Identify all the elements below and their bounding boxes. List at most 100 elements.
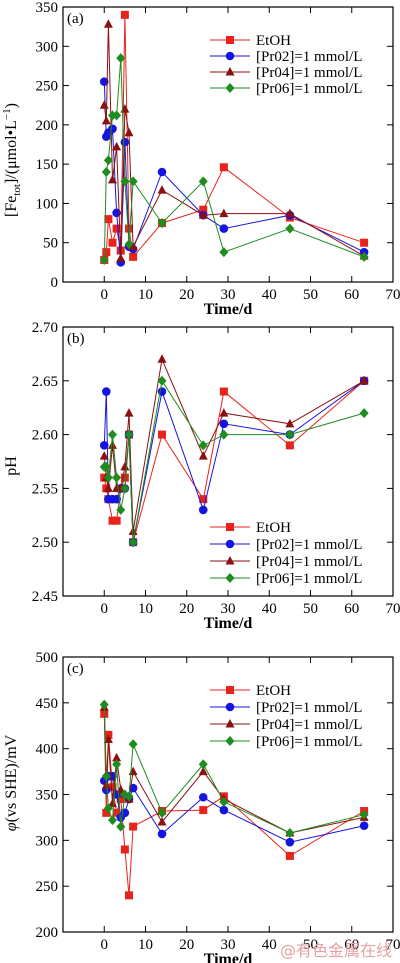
data-point xyxy=(120,137,130,147)
data-point xyxy=(128,176,138,187)
data-point xyxy=(99,100,109,109)
x-tick-label: 50 xyxy=(303,601,318,617)
data-point xyxy=(198,505,208,515)
data-point xyxy=(108,783,117,792)
x-tick-label: 50 xyxy=(303,937,318,953)
legend-marker xyxy=(225,573,235,583)
y-tick-label: 250 xyxy=(36,879,59,895)
series-line xyxy=(103,775,365,843)
data-point xyxy=(102,808,111,817)
data-point xyxy=(116,253,126,262)
x-axis-label: Time/d xyxy=(204,615,253,632)
x-axis-label: Time/d xyxy=(204,301,253,318)
data-point xyxy=(198,792,208,802)
legend-item: [Pr04]=1 mmol/L xyxy=(210,554,362,570)
data-point xyxy=(157,817,167,826)
data-point xyxy=(359,408,369,419)
data-point xyxy=(104,215,113,224)
x-tick-label: 70 xyxy=(386,937,400,953)
y-tick-label: 2.45 xyxy=(32,589,58,605)
data-point xyxy=(157,807,167,818)
data-point xyxy=(101,115,111,125)
data-point xyxy=(116,504,126,515)
data-point xyxy=(285,429,295,440)
data-point xyxy=(129,822,138,831)
legend-item: [Pr02]=1 mmol/L xyxy=(210,537,362,553)
data-point xyxy=(120,176,130,187)
data-point xyxy=(198,451,208,460)
data-point xyxy=(108,798,117,808)
data-point xyxy=(120,10,129,19)
y-tick-label: 500 xyxy=(36,650,59,666)
y-tick-label: 2.55 xyxy=(32,481,58,497)
x-tick-label: 30 xyxy=(221,601,236,617)
data-point xyxy=(359,821,369,830)
data-point xyxy=(158,430,166,439)
x-tick-label: 60 xyxy=(344,287,359,303)
series-pr06 xyxy=(99,699,369,838)
data-point xyxy=(103,155,113,166)
x-tick-label: 20 xyxy=(179,287,194,303)
data-point xyxy=(124,791,134,802)
data-point xyxy=(219,429,229,440)
series-line xyxy=(103,380,365,543)
data-point xyxy=(116,795,125,804)
legend-marker xyxy=(225,83,235,93)
data-point xyxy=(112,141,122,151)
legend-label: [Pr04]=1 mmol/L xyxy=(256,65,362,81)
legend: EtOH[Pr02]=1 mmol/L[Pr04]=1 mmol/L[Pr06]… xyxy=(210,33,362,97)
legend-label: [Pr04]=1 mmol/L xyxy=(256,554,362,570)
data-point xyxy=(219,805,229,815)
panel-label: (c) xyxy=(67,661,84,677)
legend-label: EtOH xyxy=(256,683,291,699)
legend-marker xyxy=(226,686,234,694)
legend-item: EtOH xyxy=(210,683,291,699)
data-point xyxy=(103,472,113,483)
series-line xyxy=(103,58,365,261)
data-point xyxy=(108,174,117,184)
data-point xyxy=(219,796,229,807)
y-tick-label: 150 xyxy=(36,157,59,173)
x-tick-label: 10 xyxy=(138,287,153,303)
data-point xyxy=(285,208,295,218)
legend-label: [Pr02]=1 mmol/L xyxy=(256,537,362,553)
data-point xyxy=(103,19,113,28)
data-point xyxy=(219,408,229,417)
data-point xyxy=(285,441,294,450)
data-point xyxy=(101,167,111,177)
series-line xyxy=(103,24,365,259)
data-point xyxy=(125,224,133,233)
data-point xyxy=(285,851,294,860)
data-point xyxy=(112,224,121,233)
data-point xyxy=(103,803,113,814)
data-point xyxy=(157,185,167,194)
data-point xyxy=(128,537,138,548)
data-point xyxy=(219,224,229,233)
legend: EtOH[Pr02]=1 mmol/L[Pr04]=1 mmol/L[Pr06]… xyxy=(210,683,362,750)
panel-a-y-axis-label: [Fetot]/(μmol•L−1) xyxy=(1,103,23,217)
data-point xyxy=(102,387,111,396)
legend-label: [Pr02]=1 mmol/L xyxy=(256,49,362,65)
data-point xyxy=(128,241,138,251)
data-point xyxy=(128,766,138,776)
x-tick-label: 60 xyxy=(344,601,359,617)
data-point xyxy=(120,483,130,494)
legend-marker xyxy=(225,67,235,76)
x-tick-label: 30 xyxy=(221,287,236,303)
legend-label: [Pr06]=1 mmol/L xyxy=(256,81,362,97)
legend-label: EtOH xyxy=(256,520,291,536)
panel-b: pH 0 10 20 30 40 50 60 70 2.45 2.50 2.55 2.60 2.65 2.… xyxy=(3,320,400,632)
data-point xyxy=(108,238,117,247)
y-tick-label: 100 xyxy=(36,196,59,212)
legend-marker xyxy=(225,556,235,565)
x-tick-label: 0 xyxy=(101,601,109,617)
data-point xyxy=(285,418,295,428)
data-point xyxy=(359,809,369,820)
data-point xyxy=(112,110,122,121)
data-point xyxy=(157,218,167,229)
data-point xyxy=(124,429,134,440)
x-tick-label: 20 xyxy=(179,937,194,953)
data-point xyxy=(112,752,122,762)
y-tick-label: 350 xyxy=(36,0,59,16)
data-point xyxy=(99,77,109,86)
